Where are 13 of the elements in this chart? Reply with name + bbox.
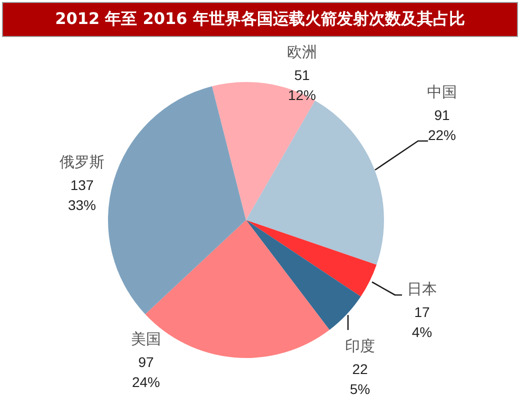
slice-label: 印度 xyxy=(345,336,375,355)
data-label: 137 33% xyxy=(68,176,96,213)
data-label: 91 22% xyxy=(428,106,456,143)
data-label: 22 5% xyxy=(350,360,370,397)
slice-label: 美国 xyxy=(131,330,161,348)
chart-title: 2012 年至 2016 年世界各国运载火箭发射次数及其占比 xyxy=(55,9,465,30)
data-label: 17 4% xyxy=(412,304,432,340)
slice-label: 中国 xyxy=(427,82,457,101)
slice-label: 欧洲 xyxy=(287,42,317,61)
slice-label: 日本 xyxy=(407,280,437,298)
slice-label: 俄罗斯 xyxy=(60,152,104,171)
data-label: 97 24% xyxy=(132,354,160,390)
data-label: 51 12% xyxy=(288,66,316,103)
